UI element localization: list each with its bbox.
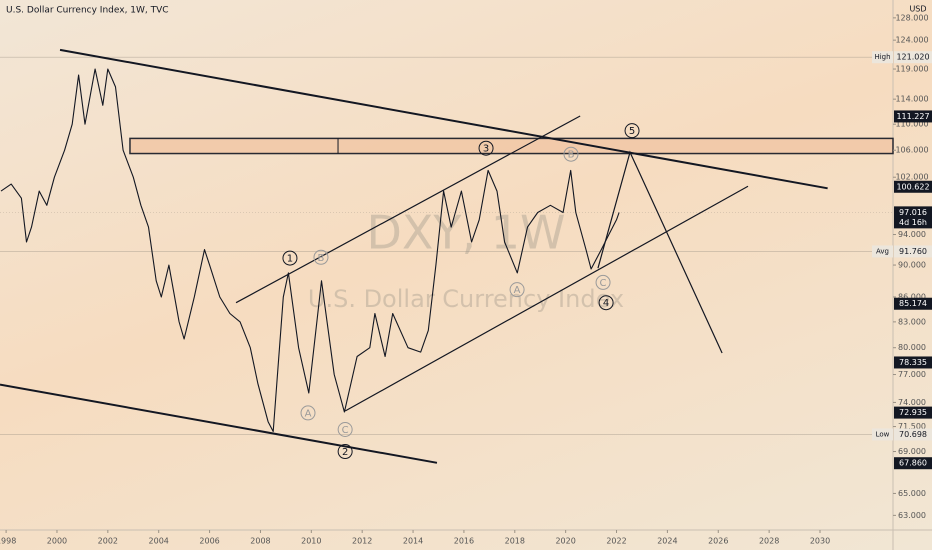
wave-label: C bbox=[342, 425, 349, 436]
price-badge bbox=[894, 206, 932, 229]
x-tick-label: 2008 bbox=[250, 537, 270, 546]
y-tick-label: 63.000 bbox=[898, 511, 926, 520]
price-tag-box bbox=[894, 51, 932, 64]
x-tick-label: 2002 bbox=[98, 537, 118, 546]
price-label: 85.174 bbox=[899, 299, 927, 308]
trend-line bbox=[0, 383, 438, 464]
x-tick-label: 2010 bbox=[301, 537, 321, 546]
y-tick-label: 119.000 bbox=[895, 65, 928, 74]
wave-label: 5 bbox=[629, 126, 635, 137]
price-badge bbox=[894, 356, 932, 369]
y-tick-label: 106.000 bbox=[895, 146, 928, 155]
y-tick-label: 77.000 bbox=[898, 370, 926, 379]
wave-circle bbox=[337, 421, 353, 437]
x-tick-label: 2014 bbox=[403, 537, 423, 546]
x-tick-label: 2026 bbox=[708, 537, 728, 546]
wave-label: B bbox=[568, 150, 575, 161]
x-tick-label: 2004 bbox=[149, 537, 169, 546]
y-tick-label: 80.000 bbox=[898, 343, 926, 352]
tag-box bbox=[872, 428, 893, 441]
wave-label: A bbox=[305, 408, 312, 419]
x-tick-label: 2012 bbox=[352, 537, 372, 546]
price-label: 70.698 bbox=[899, 430, 927, 439]
wave-label: C bbox=[600, 278, 607, 289]
price-label: 78.335 bbox=[899, 358, 927, 367]
wave-label: 2 bbox=[342, 447, 348, 458]
wave-circle bbox=[337, 444, 353, 460]
x-tick-label: 2018 bbox=[505, 537, 525, 546]
wave-label: 4 bbox=[603, 298, 609, 309]
price-badge bbox=[894, 406, 932, 419]
y-tick-label: 110.000 bbox=[895, 120, 928, 129]
watermark-sub: U.S. Dollar Currency Index bbox=[308, 285, 624, 313]
price-label: 111.227 bbox=[896, 112, 929, 121]
price-label: 100.622 bbox=[896, 182, 929, 191]
y-tick-label: 124.000 bbox=[895, 36, 928, 45]
price-badge bbox=[894, 457, 932, 470]
trend-line bbox=[597, 150, 723, 354]
price-line bbox=[0, 68, 620, 433]
price-badge bbox=[894, 297, 932, 310]
price-label: 121.020 bbox=[896, 53, 929, 62]
tag-label: Low bbox=[876, 430, 890, 438]
y-tick-label: 102.000 bbox=[895, 173, 928, 182]
wave-circle bbox=[300, 405, 316, 421]
wave-circle bbox=[313, 249, 329, 265]
wave-circle bbox=[509, 282, 525, 298]
tag-box bbox=[872, 51, 893, 64]
price-label: 97.016 bbox=[899, 208, 927, 217]
x-tick-label: 2020 bbox=[555, 537, 575, 546]
wave-circle bbox=[624, 123, 640, 139]
y-tick-label: 128.000 bbox=[895, 13, 928, 22]
trend-line bbox=[344, 185, 749, 412]
tag-label: High bbox=[874, 53, 890, 61]
y-tick-label: 69.000 bbox=[898, 447, 926, 456]
trend-line bbox=[59, 48, 828, 190]
currency: USD bbox=[909, 5, 926, 14]
y-tick-label: 94.000 bbox=[898, 230, 926, 239]
price-tag-box bbox=[894, 428, 932, 441]
y-tick-label: 74.000 bbox=[898, 398, 926, 407]
wave-circle bbox=[563, 146, 579, 162]
tag-box bbox=[872, 245, 893, 258]
y-tick-label: 65.000 bbox=[898, 489, 926, 498]
wave-label: 3 bbox=[483, 144, 489, 155]
trend-line bbox=[235, 115, 581, 304]
price-label: 67.860 bbox=[899, 459, 927, 468]
wave-circle bbox=[478, 140, 494, 156]
y-tick-label: 90.000 bbox=[898, 261, 926, 270]
wave-circle bbox=[282, 250, 298, 266]
wave-label: B bbox=[318, 253, 325, 264]
x-tick-label: 2016 bbox=[454, 537, 474, 546]
y-tick-label: 114.000 bbox=[895, 95, 928, 104]
wave-circle bbox=[598, 295, 614, 311]
tag-label: Avg bbox=[876, 247, 889, 255]
x-tick-label: 2006 bbox=[199, 537, 219, 546]
price-badge bbox=[894, 110, 932, 123]
x-tick-label: 2022 bbox=[606, 537, 626, 546]
wave-circle bbox=[595, 274, 611, 290]
resistance-zone bbox=[129, 137, 894, 155]
price-label: 72.935 bbox=[899, 408, 927, 417]
wave-label: 1 bbox=[287, 254, 293, 265]
price-tag-box bbox=[894, 245, 932, 258]
x-tick-label: 2024 bbox=[657, 537, 677, 546]
y-tick-label: 71.500 bbox=[898, 422, 926, 431]
x-tick-label: 2030 bbox=[810, 537, 830, 546]
y-tick-label: 83.000 bbox=[898, 317, 926, 326]
x-tick-label: 1998 bbox=[0, 537, 16, 546]
x-tick-label: 2000 bbox=[47, 537, 67, 546]
chart-title: U.S. Dollar Currency Index, 1W, TVC bbox=[6, 6, 169, 16]
y-tick-label: 86.000 bbox=[898, 292, 926, 301]
price-badge bbox=[894, 180, 932, 193]
wave-label: A bbox=[514, 285, 521, 296]
x-tick-label: 2028 bbox=[759, 537, 779, 546]
countdown: 4d 16h bbox=[899, 218, 927, 227]
price-label: 91.760 bbox=[899, 247, 927, 256]
